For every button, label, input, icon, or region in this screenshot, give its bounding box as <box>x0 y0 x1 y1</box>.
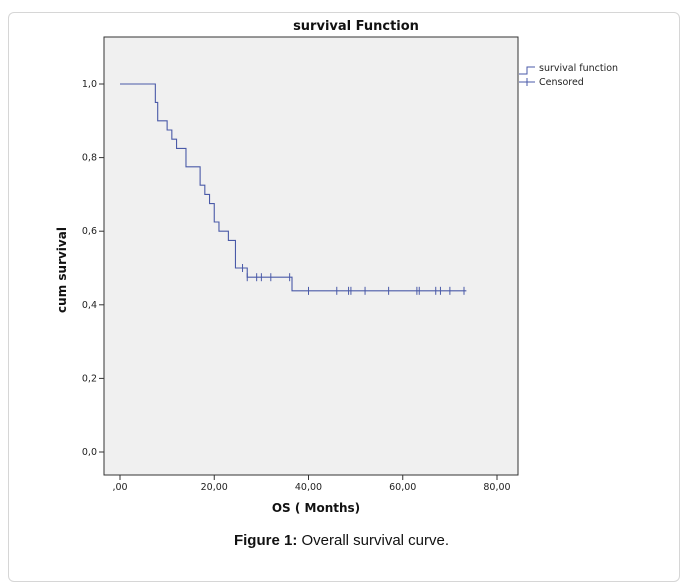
legend: survival function Censored <box>519 63 618 88</box>
figure-caption: Figure 1: Overall survival curve. <box>0 532 683 549</box>
legend-label-survival-function: survival function <box>539 63 618 74</box>
y-tick-label: 0,2 <box>82 373 97 384</box>
x-tick-label: 80,00 <box>483 482 510 493</box>
x-tick-label: 40,00 <box>295 482 322 493</box>
axes: 0,0 0,2 0,4 0,6 0,8 1,0 ,00 20,00 40,00 60,00 80,0… <box>82 79 511 493</box>
y-tick-label: 0,6 <box>82 226 97 237</box>
y-tick-label: 1,0 <box>82 79 97 90</box>
legend-label-censored: Censored <box>539 77 584 88</box>
caption-text: Overall survival curve. <box>297 532 450 549</box>
y-axis-title: cum survival <box>55 227 69 313</box>
survival-step-line <box>120 83 467 292</box>
plot-area <box>103 36 519 476</box>
survival-chart: survival Function 0,0 0,2 0,4 0,6 0,8 1,0 ,00 2… <box>55 19 618 515</box>
y-tick-label: 0,4 <box>82 300 97 311</box>
x-axis-title: OS ( Months) <box>272 501 360 515</box>
caption-label: Figure 1: <box>233 532 298 549</box>
x-tick-label: 60,00 <box>389 482 416 493</box>
legend-step-swatch <box>519 66 535 75</box>
chart-title: survival Function <box>293 19 419 34</box>
x-tick-label: 20,00 <box>201 482 228 493</box>
y-tick-label: 0,0 <box>82 447 97 458</box>
y-tick-label: 0,8 <box>82 153 97 164</box>
series-layer <box>120 83 467 295</box>
x-tick-label: ,00 <box>112 482 127 493</box>
